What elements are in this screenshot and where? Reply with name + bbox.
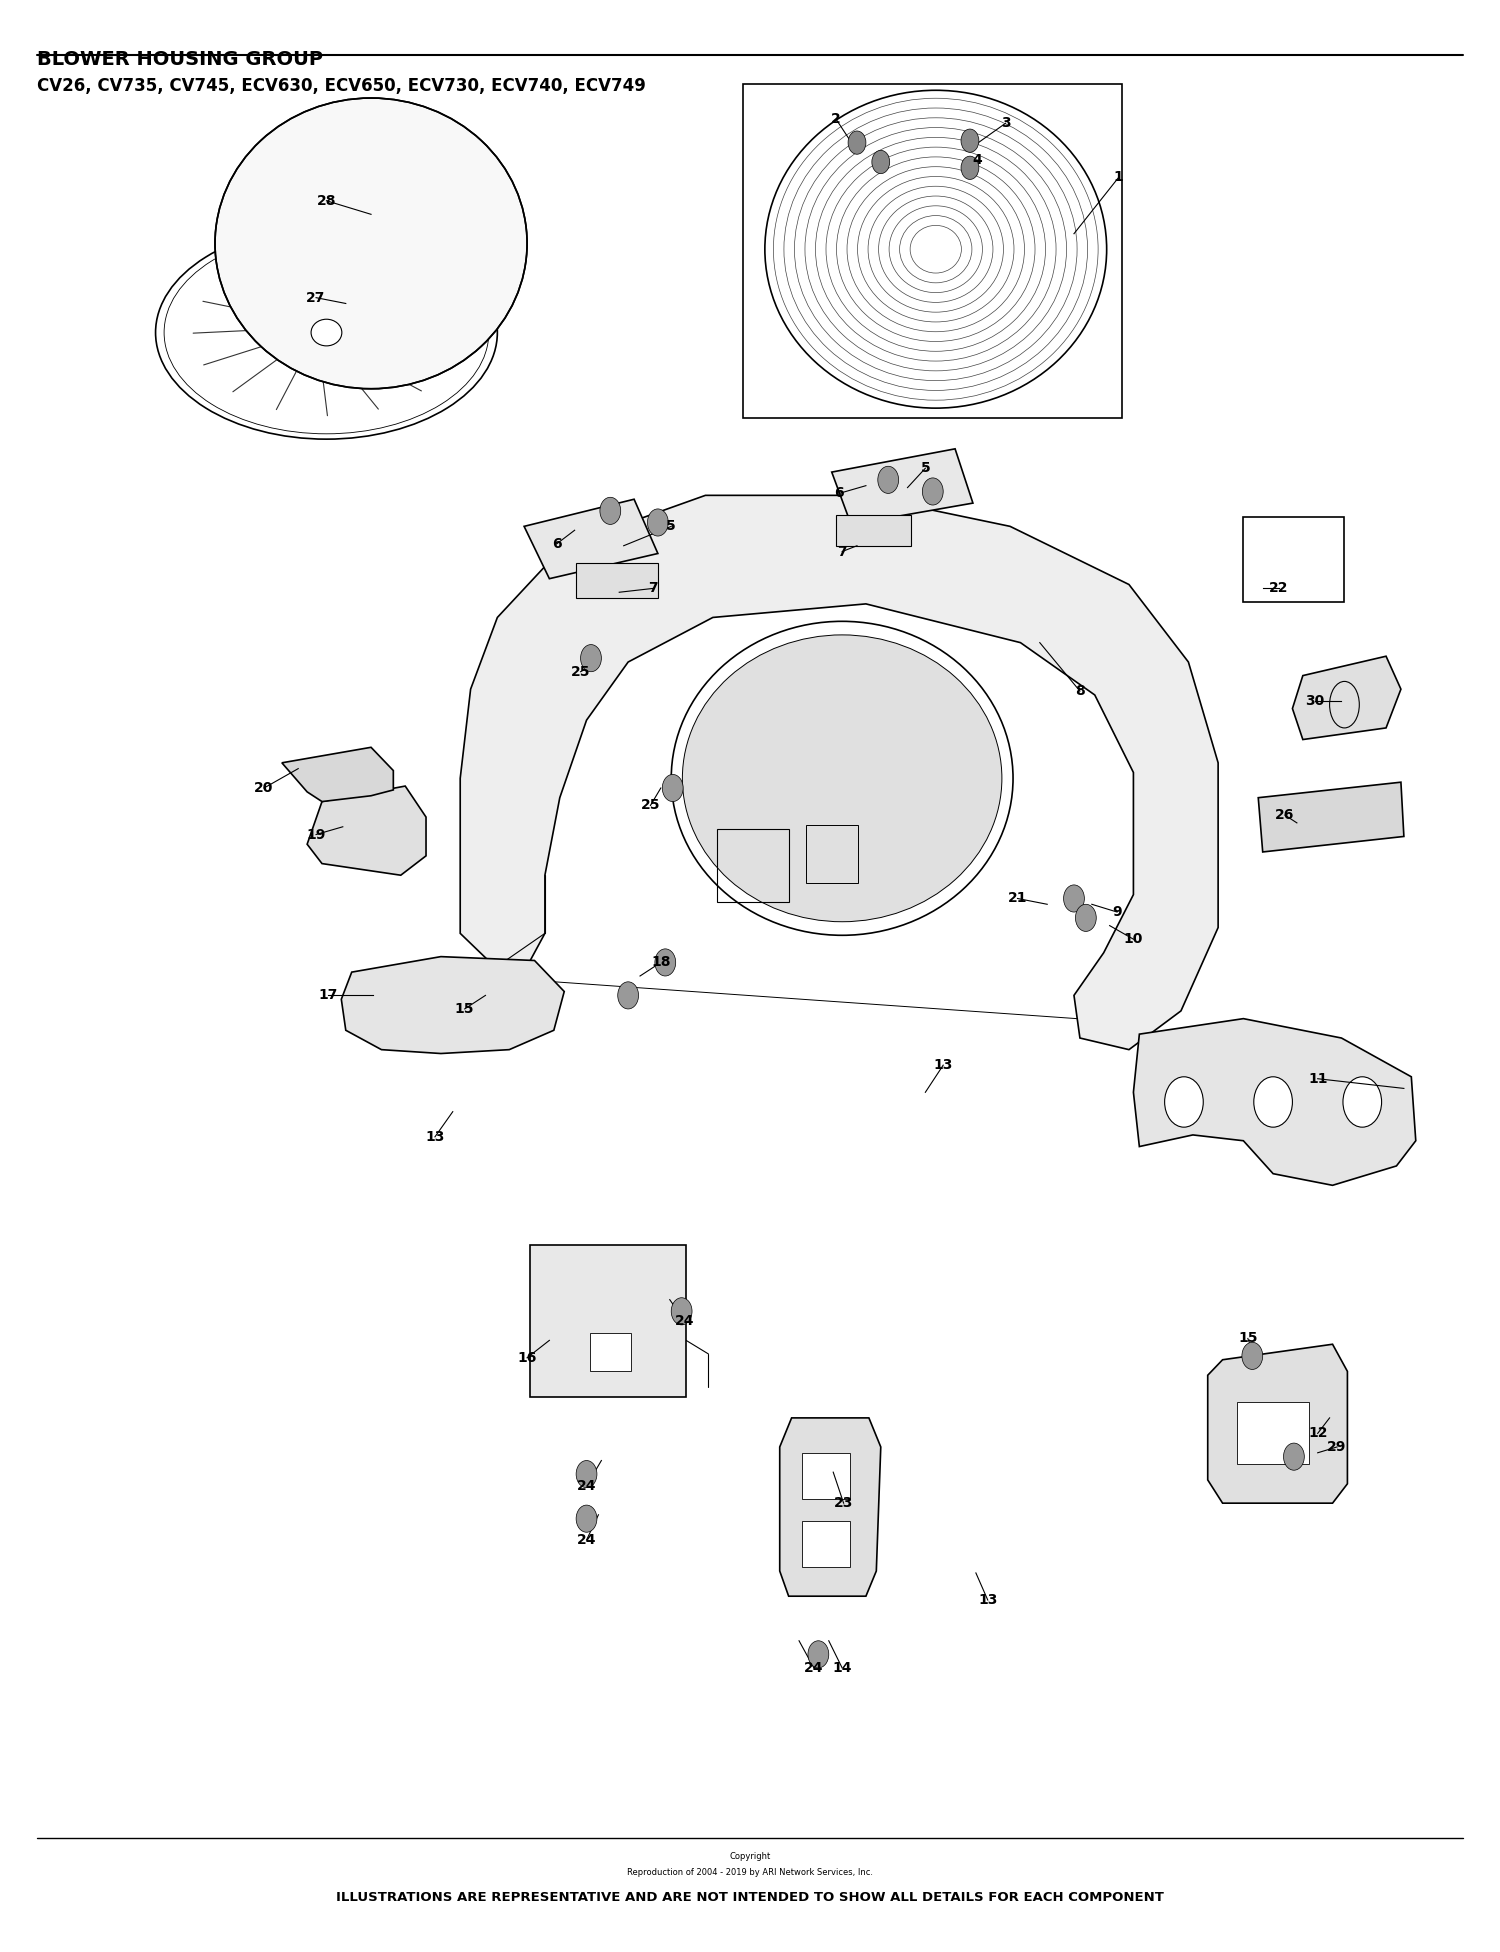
Circle shape — [847, 131, 865, 154]
Circle shape — [1076, 904, 1096, 931]
Text: 25: 25 — [640, 798, 660, 812]
Polygon shape — [282, 748, 393, 802]
Ellipse shape — [670, 621, 1012, 935]
Text: 12: 12 — [1308, 1427, 1328, 1441]
Circle shape — [576, 1505, 597, 1532]
Ellipse shape — [214, 98, 526, 388]
Text: 1: 1 — [1113, 170, 1124, 185]
Text: 2: 2 — [831, 113, 842, 127]
Text: 7: 7 — [837, 545, 848, 558]
Text: BLOWER HOUSING GROUP: BLOWER HOUSING GROUP — [36, 49, 322, 68]
Bar — [836, 515, 910, 547]
Circle shape — [871, 150, 889, 174]
Text: 15: 15 — [1238, 1331, 1257, 1345]
Text: 5: 5 — [666, 519, 676, 533]
Text: 3: 3 — [1000, 117, 1011, 131]
Circle shape — [962, 156, 980, 180]
Text: 4: 4 — [972, 152, 982, 168]
Bar — [1238, 1402, 1310, 1464]
Circle shape — [1064, 884, 1084, 912]
Text: 22: 22 — [1269, 582, 1288, 595]
Bar — [576, 564, 658, 597]
Text: 17: 17 — [318, 988, 338, 1003]
Text: 30: 30 — [1305, 693, 1324, 709]
Text: 19: 19 — [306, 828, 326, 841]
Text: ILLUSTRATIONS ARE REPRESENTATIVE AND ARE NOT INTENDED TO SHOW ALL DETAILS FOR EA: ILLUSTRATIONS ARE REPRESENTATIVE AND ARE… — [336, 1891, 1164, 1903]
Polygon shape — [1208, 1345, 1347, 1503]
Ellipse shape — [156, 226, 498, 439]
Text: 6: 6 — [834, 486, 844, 500]
Bar — [807, 826, 858, 882]
Polygon shape — [524, 500, 658, 578]
Text: 24: 24 — [578, 1532, 597, 1548]
Polygon shape — [780, 1417, 880, 1597]
Text: 5: 5 — [921, 461, 930, 474]
Polygon shape — [308, 787, 426, 874]
Text: 14: 14 — [833, 1661, 852, 1675]
Text: 23: 23 — [834, 1495, 854, 1511]
Circle shape — [962, 129, 980, 152]
Text: 24: 24 — [804, 1661, 824, 1675]
Text: 24: 24 — [578, 1480, 597, 1493]
Text: 16: 16 — [518, 1351, 537, 1364]
Text: 28: 28 — [316, 193, 336, 207]
Text: Copyright: Copyright — [729, 1852, 771, 1860]
Text: KOHLER: KOHLER — [1278, 556, 1310, 562]
FancyBboxPatch shape — [1244, 517, 1344, 601]
Text: 18: 18 — [651, 955, 670, 970]
Text: 10: 10 — [1124, 933, 1143, 947]
Circle shape — [576, 1460, 597, 1487]
Text: 11: 11 — [1308, 1072, 1328, 1085]
Circle shape — [1164, 1078, 1203, 1126]
Polygon shape — [1293, 656, 1401, 740]
Circle shape — [1342, 1078, 1382, 1126]
Text: 13: 13 — [978, 1593, 998, 1606]
Polygon shape — [342, 956, 564, 1054]
Circle shape — [600, 498, 621, 525]
Text: CV26, CV735, CV745, ECV630, ECV650, ECV730, ECV740, ECV749: CV26, CV735, CV745, ECV630, ECV650, ECV7… — [36, 76, 645, 96]
Text: 13: 13 — [933, 1058, 952, 1072]
Circle shape — [656, 949, 675, 976]
Ellipse shape — [310, 320, 342, 346]
Text: 7: 7 — [648, 582, 658, 595]
Text: 9: 9 — [1113, 906, 1122, 919]
Text: 15: 15 — [454, 1001, 474, 1015]
Text: 26: 26 — [1275, 808, 1294, 822]
Circle shape — [670, 1298, 692, 1325]
Polygon shape — [1134, 1019, 1416, 1185]
Bar — [590, 1333, 632, 1372]
Circle shape — [580, 644, 602, 671]
Circle shape — [922, 478, 944, 506]
Circle shape — [808, 1642, 830, 1667]
Text: 13: 13 — [426, 1130, 444, 1144]
Text: 25: 25 — [572, 666, 591, 679]
Text: 24: 24 — [675, 1314, 694, 1327]
Polygon shape — [460, 496, 1218, 1050]
Circle shape — [1242, 1343, 1263, 1370]
Bar — [530, 1245, 686, 1396]
Bar — [802, 1452, 849, 1499]
Circle shape — [618, 982, 639, 1009]
Text: 21: 21 — [1008, 892, 1028, 906]
Text: 20: 20 — [255, 781, 273, 794]
Text: 29: 29 — [1328, 1441, 1347, 1454]
Polygon shape — [831, 449, 974, 525]
Text: 8: 8 — [1076, 683, 1084, 699]
Circle shape — [878, 467, 898, 494]
Text: 6: 6 — [552, 537, 561, 550]
Circle shape — [648, 509, 669, 537]
FancyBboxPatch shape — [742, 84, 1122, 418]
Bar — [717, 830, 789, 902]
Circle shape — [663, 775, 682, 802]
Text: Reproduction of 2004 - 2019 by ARI Network Services, Inc.: Reproduction of 2004 - 2019 by ARI Netwo… — [627, 1868, 873, 1876]
Ellipse shape — [682, 634, 1002, 921]
Circle shape — [1284, 1443, 1305, 1470]
Circle shape — [1254, 1078, 1293, 1126]
Polygon shape — [1258, 783, 1404, 851]
Text: 27: 27 — [306, 291, 326, 305]
Bar — [802, 1521, 849, 1567]
